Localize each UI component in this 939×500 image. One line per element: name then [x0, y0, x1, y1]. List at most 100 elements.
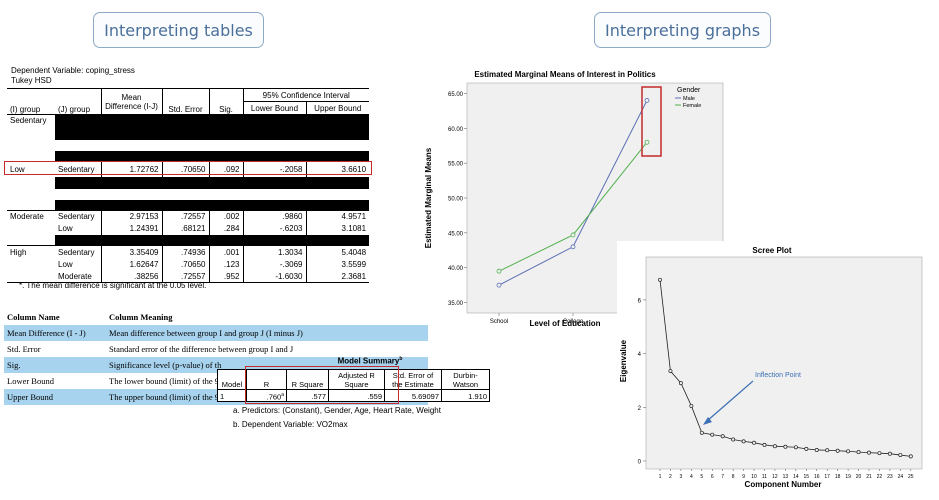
- chart2-ytick-label: 6: [638, 298, 642, 304]
- chart2-xtick-label: 2: [669, 474, 672, 480]
- chart1-ytick-label: 35.00: [448, 301, 464, 307]
- chart2-point: [710, 432, 715, 437]
- chart2-xtick-label: 9: [742, 474, 745, 480]
- chart2-ytick-label: 0: [638, 459, 642, 465]
- chart2-title: Scree Plot: [752, 246, 791, 255]
- cell-sig: .284: [208, 222, 243, 235]
- model-summary-table: Model R R Square Adjusted R Square Std. …: [217, 369, 490, 402]
- col-confidence-interval: 95% Confidence Interval: [242, 88, 370, 102]
- group-low: Low: [7, 161, 55, 177]
- chart2-xtick-label: 10: [751, 474, 757, 480]
- chart2-point: [699, 430, 704, 435]
- chart1-title: Estimated Marginal Means of Interest in …: [474, 70, 656, 79]
- col-sig: Sig.: [208, 88, 243, 115]
- chart2-xtick-label: 20: [856, 474, 862, 480]
- chart1-ytick-label: 40.00: [448, 266, 464, 272]
- cell-lb: -.6203: [242, 222, 306, 235]
- cell-j: Low: [58, 224, 73, 233]
- annotation-arrow: [706, 380, 754, 422]
- redacted-row: [55, 199, 370, 211]
- cell-mean-diff: 3.35409: [100, 245, 162, 259]
- chart2-point: [658, 277, 662, 282]
- cell-sig: .123: [208, 258, 243, 271]
- table-row: Moderate Sedentary 2.97153 .72557 .002 .…: [7, 210, 370, 223]
- chart2-xtick-label: 6: [711, 474, 714, 480]
- chart2-point: [825, 448, 830, 453]
- chart1-legend-title: Gender: [677, 87, 701, 94]
- chart2-ytick-label: 4: [638, 352, 642, 358]
- chart2-xtick-label: 21: [866, 474, 872, 480]
- chart2-xtick-label: 13: [783, 474, 789, 480]
- chart2-point: [835, 448, 840, 453]
- cell-ub: 5.4048: [305, 245, 370, 259]
- tukey-label: Tukey HSD: [11, 76, 52, 85]
- chart2-ytick-label: 2: [638, 406, 642, 412]
- meaning-name: Mean Difference (I - J): [4, 325, 106, 341]
- chart1-legend-label: Male: [683, 96, 695, 102]
- chart1-ytick-label: 65.00: [448, 92, 464, 98]
- cell-sig: .092: [208, 161, 243, 177]
- chart2-point: [814, 447, 819, 452]
- chart1-xtick-label: College: [563, 319, 584, 325]
- chart1-ytick-label: 45.00: [448, 231, 464, 237]
- table-row: Std. Error Standard error of the differen…: [4, 341, 428, 357]
- chart2-point: [877, 451, 882, 456]
- cell-ub: 3.6610: [305, 161, 370, 177]
- cell-lb: 1.3034: [242, 245, 306, 259]
- chart2-point: [846, 449, 851, 454]
- cell-se: .72557: [161, 270, 209, 283]
- chart2-point: [678, 381, 683, 386]
- annotation-arrow-head: [703, 417, 712, 425]
- chart1-legend-label: Female: [683, 103, 701, 109]
- chart2-ylabel: Eigenvalue: [619, 339, 628, 382]
- chart2-point: [668, 369, 673, 374]
- model-col: Durbin-Watson: [441, 369, 490, 390]
- model-cell: 1.910: [441, 389, 490, 402]
- chart2-point: [856, 450, 861, 455]
- table-row: Low 1.24391 .68121 .284 -.6203 3.1081: [7, 222, 370, 235]
- cell-sig: .001: [208, 245, 243, 259]
- cell-lb: .9860: [242, 210, 306, 223]
- cell-j: Low: [58, 260, 73, 269]
- chart2-xtick-label: 18: [835, 474, 841, 480]
- chart2-point: [731, 437, 736, 442]
- cell-se: .74936: [161, 245, 209, 259]
- chart2-point: [762, 442, 767, 447]
- chart1-point: [644, 139, 650, 145]
- cell-ub: 3.1081: [305, 222, 370, 235]
- tukey-footnote: *. The mean difference is significant at…: [19, 281, 207, 290]
- meaning-text: Standard error of the difference between…: [109, 344, 294, 354]
- col-mean-difference: Mean Difference (I-J): [100, 88, 162, 115]
- model-note-b: b. Dependent Variable: VO2max: [233, 420, 348, 429]
- redacted-row: [55, 234, 370, 246]
- chart2-xtick-label: 15: [804, 474, 810, 480]
- chart2-xtick-label: 7: [721, 474, 724, 480]
- meaning-head-name: Column Name: [7, 312, 60, 322]
- chart1-point: [570, 244, 576, 250]
- chart2-point: [772, 444, 777, 449]
- table-row: Mean Difference (I - J) Mean difference b…: [4, 325, 428, 341]
- chart1-point: [496, 268, 502, 274]
- chart1-point: [570, 232, 576, 238]
- col-upper-bound: Upper Bound: [305, 101, 370, 115]
- cell-ub: 3.5599: [305, 258, 370, 271]
- chart1-xtick-label: School: [490, 319, 508, 325]
- chart2-xtick-label: 14: [793, 474, 799, 480]
- chart2-point: [867, 450, 871, 455]
- table-row: Low 1.62647 .70650 .123 -.3069 3.5599: [7, 258, 370, 271]
- cell-lb: -.2058: [242, 161, 306, 177]
- cell-lb: -1.6030: [242, 270, 306, 283]
- meaning-name: Upper Bound: [4, 389, 106, 405]
- chart2-xtick-label: 4: [690, 474, 693, 480]
- chart2-point: [752, 440, 756, 445]
- chart2-xtick-label: 22: [877, 474, 883, 480]
- interpreting-graphs-header: Interpreting graphs: [594, 12, 771, 48]
- dependent-variable-label: Dependent Variable: coping_stress: [11, 66, 135, 75]
- meaning-text: The lower bound (limit) of the 9: [109, 376, 220, 386]
- meaning-name: Sig.: [4, 357, 106, 373]
- chart2-xtick-label: 8: [732, 474, 735, 480]
- table-row: Low Sedentary 1.72762 .70650 .092 -.2058…: [7, 161, 370, 177]
- cell-mean-diff: 2.97153: [100, 210, 162, 223]
- chart1-highlight-box: [641, 86, 662, 157]
